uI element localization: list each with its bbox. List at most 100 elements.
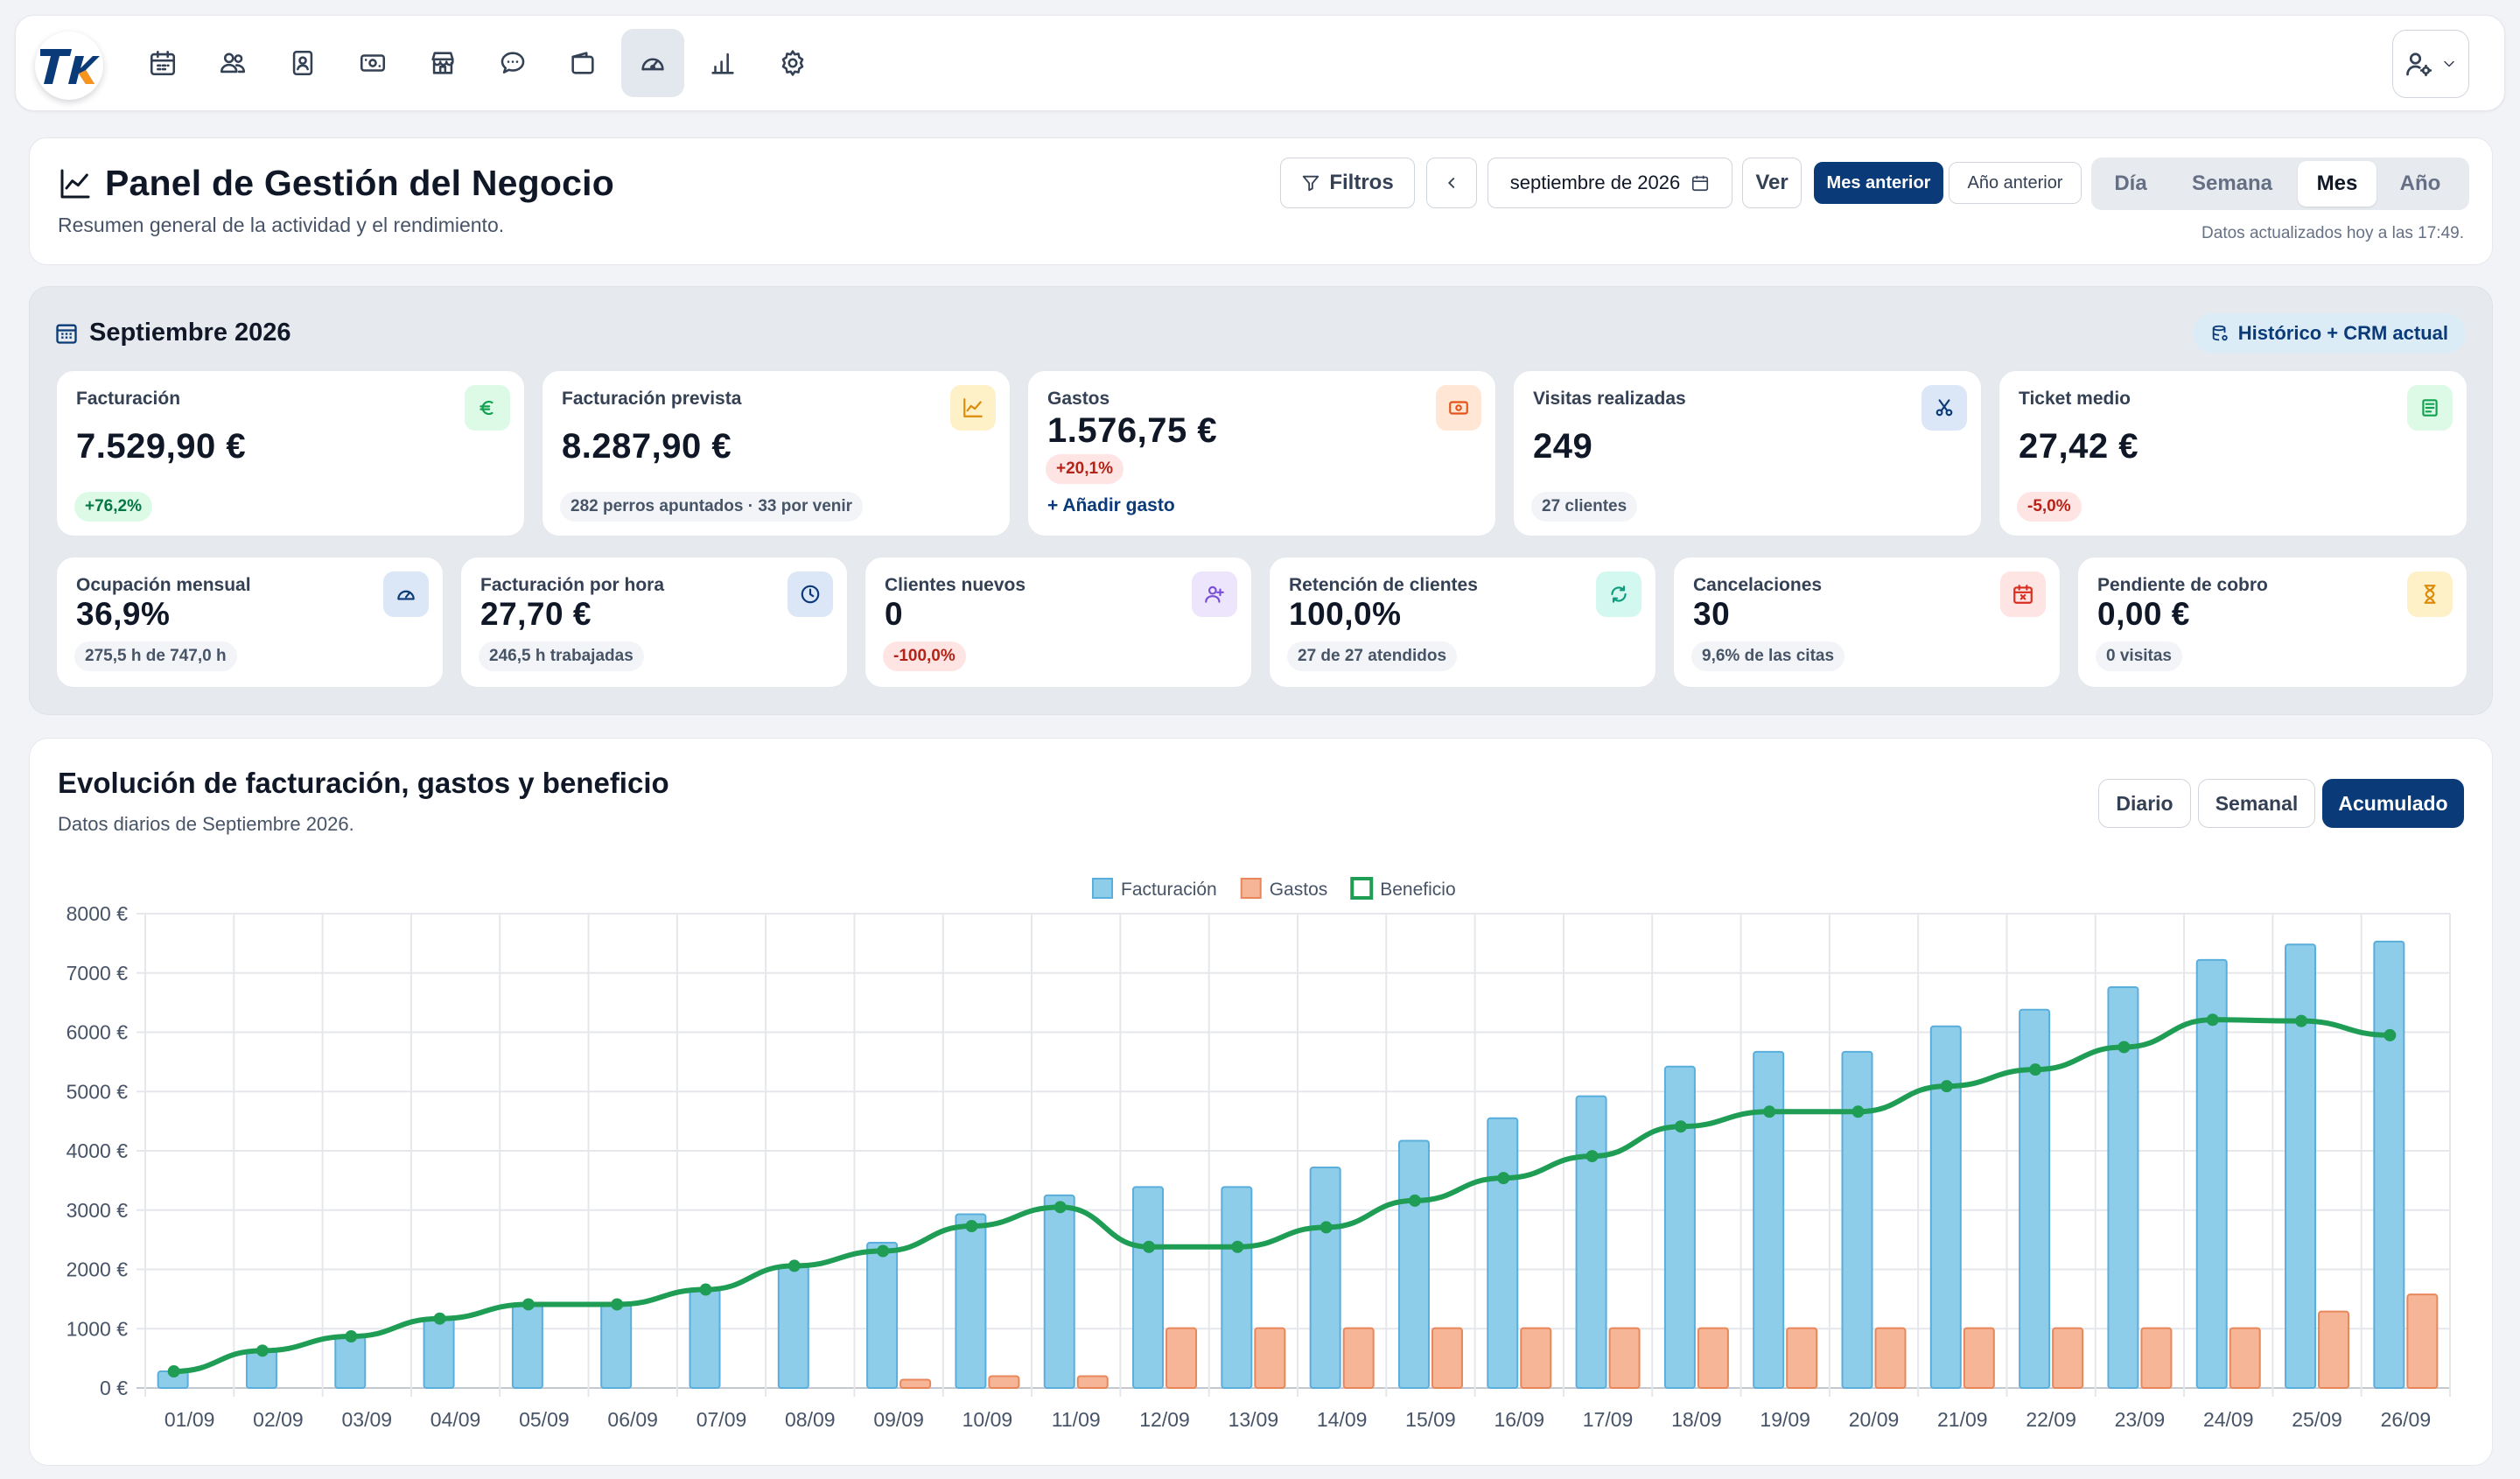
kpi-value: 1.576,75 € bbox=[1047, 411, 1218, 450]
kpi-chip: 27 de 27 atendidos bbox=[1287, 641, 1458, 671]
gastos-bar bbox=[2318, 1310, 2350, 1389]
gastos-bar bbox=[1697, 1327, 1729, 1390]
facturacion-bar bbox=[423, 1317, 455, 1389]
nav-bar-chart-icon[interactable] bbox=[691, 29, 754, 97]
beneficio-point bbox=[1852, 1105, 1865, 1118]
gastos-bar bbox=[988, 1375, 1020, 1390]
trend-up-icon bbox=[950, 385, 996, 431]
gastos-bar bbox=[1520, 1327, 1552, 1390]
page-title: Panel de Gestión del Negocio bbox=[105, 163, 615, 203]
add-expense-link[interactable]: + Añadir gasto bbox=[1047, 495, 1175, 515]
legend-item: Beneficio bbox=[1350, 877, 1456, 900]
facturacion-bar bbox=[1575, 1095, 1607, 1389]
nav-contact-card-icon[interactable] bbox=[271, 29, 334, 97]
kpi-card-retencion[interactable]: Retención de clientes 100,0% 27 de 27 at… bbox=[1269, 557, 1656, 688]
facturacion-bar bbox=[1753, 1050, 1785, 1389]
x-tick-label: 01/09 bbox=[164, 1408, 215, 1431]
nav-cash-icon[interactable] bbox=[341, 29, 404, 97]
beneficio-line bbox=[173, 1017, 2390, 1375]
facturacion-bar bbox=[1132, 1186, 1165, 1390]
date-picker[interactable]: septiembre de 2026 bbox=[1488, 158, 1732, 208]
gastos-bar bbox=[900, 1378, 932, 1390]
kpi-value: 36,9% bbox=[76, 596, 171, 632]
kpi-card-visitas[interactable]: Visitas realizadas 249 27 clientes bbox=[1513, 370, 1982, 536]
gastos-bar bbox=[1342, 1327, 1375, 1390]
kpi-card-pendiente-cobro[interactable]: Pendiente de cobro 0,00 € 0 visitas bbox=[2077, 557, 2468, 688]
nav-chat-icon[interactable] bbox=[481, 29, 544, 97]
kpi-card-gastos[interactable]: Gastos 1.576,75 € +20,1% + Añadir gasto bbox=[1027, 370, 1496, 536]
prev-month-button[interactable]: Mes anterior bbox=[1814, 162, 1943, 204]
source-badge[interactable]: Histórico + CRM actual bbox=[2192, 313, 2466, 354]
y-tick-label: 2000 € bbox=[66, 1258, 129, 1281]
mode-cumulative-button[interactable]: Acumulado bbox=[2322, 779, 2464, 828]
kpi-chip: 282 perros apuntados · 33 por venir bbox=[560, 492, 864, 522]
beneficio-point bbox=[965, 1220, 978, 1233]
legend-swatch bbox=[1092, 878, 1113, 899]
kpi-card-ticket-medio[interactable]: Ticket medio 27,42 € -5,0% bbox=[1998, 370, 2468, 536]
facturacion-bar bbox=[955, 1213, 987, 1389]
tab-week[interactable]: Semana bbox=[2191, 172, 2273, 195]
beneficio-point bbox=[877, 1244, 890, 1258]
gastos-bar bbox=[2406, 1293, 2439, 1390]
tab-month[interactable]: Mes bbox=[2298, 161, 2376, 207]
mode-daily-button[interactable]: Diario bbox=[2098, 779, 2191, 828]
prev-period-button[interactable] bbox=[1426, 158, 1477, 208]
nav-calendar-icon[interactable] bbox=[131, 29, 194, 97]
kpi-card-facturacion[interactable]: Facturación 7.529,90 € +76,2% bbox=[56, 370, 525, 536]
x-tick-label: 18/09 bbox=[1671, 1408, 1722, 1431]
x-tick-label: 19/09 bbox=[1760, 1408, 1810, 1431]
x-tick-label: 23/09 bbox=[2115, 1408, 2166, 1431]
beneficio-point bbox=[433, 1312, 446, 1325]
x-tick-label: 15/09 bbox=[1405, 1408, 1456, 1431]
mode-weekly-button[interactable]: Semanal bbox=[2198, 779, 2315, 828]
kpi-chip: 275,5 h de 747,0 h bbox=[74, 641, 237, 671]
kpi-chip: 246,5 h trabajadas bbox=[479, 641, 644, 671]
beneficio-point bbox=[1763, 1105, 1776, 1118]
source-label: Histórico + CRM actual bbox=[2237, 322, 2448, 344]
kpi-card-cancelaciones[interactable]: Cancelaciones 30 9,6% de las citas bbox=[1673, 557, 2061, 688]
facturacion-bar bbox=[777, 1265, 809, 1389]
ver-button[interactable]: Ver bbox=[1742, 158, 1802, 208]
nav-users-icon[interactable] bbox=[201, 29, 264, 97]
top-nav bbox=[15, 15, 2505, 111]
user-menu-button[interactable] bbox=[2392, 30, 2469, 98]
user-settings-icon bbox=[2406, 53, 2432, 77]
x-tick-label: 11/09 bbox=[1052, 1408, 1101, 1431]
filters-button[interactable]: Filtros bbox=[1280, 158, 1415, 208]
gauge-icon bbox=[383, 571, 429, 617]
chart-panel: 0 € 1000 € 2000 € 3000 € 4000 € 5000 € 6000 € 7… bbox=[29, 738, 2493, 1466]
nav-store-icon[interactable] bbox=[411, 29, 474, 97]
beneficio-point bbox=[1586, 1150, 1599, 1163]
kpi-value: 27,70 € bbox=[480, 596, 592, 632]
kpi-card-clientes-nuevos[interactable]: Clientes nuevos 0 -100,0% bbox=[864, 557, 1252, 688]
tab-year[interactable]: Año bbox=[2399, 172, 2441, 195]
beneficio-point bbox=[2295, 1014, 2308, 1027]
nav-dashboard-gauge-icon[interactable] bbox=[621, 29, 684, 97]
prev-year-button[interactable]: Año anterior bbox=[1949, 162, 2082, 204]
x-tick-label: 02/09 bbox=[253, 1408, 304, 1431]
chart-title: Evolución de facturación, gastos y benef… bbox=[58, 767, 669, 799]
kpi-value: 7.529,90 € bbox=[76, 427, 247, 466]
tab-day[interactable]: Día bbox=[2114, 172, 2147, 195]
page-subtitle: Resumen general de la actividad y el ren… bbox=[58, 214, 505, 236]
filters-label: Filtros bbox=[1329, 171, 1394, 194]
brand-logo[interactable] bbox=[35, 32, 103, 100]
kpi-value: 27,42 € bbox=[2019, 427, 2138, 466]
kpi-label: Visitas realizadas bbox=[1533, 389, 1686, 409]
nav-settings-icon[interactable] bbox=[761, 29, 824, 97]
beneficio-point bbox=[611, 1298, 624, 1311]
kpi-chip: -5,0% bbox=[2017, 492, 2082, 522]
revenue-chart: 0 € 1000 € 2000 € 3000 € 4000 € 5000 € 6000 € 7… bbox=[66, 877, 2451, 1431]
kpi-value: 30 bbox=[1693, 596, 1731, 632]
kpi-card-ocupacion[interactable]: Ocupación mensual 36,9% 275,5 h de 747,0… bbox=[56, 557, 444, 688]
kpi-card-facturacion-prevista[interactable]: Facturación prevista 8.287,90 € 282 perr… bbox=[542, 370, 1011, 536]
chart-subtitle: Datos diarios de Septiembre 2026. bbox=[58, 813, 354, 835]
kpi-label: Retención de clientes bbox=[1289, 575, 1478, 595]
receipt-icon bbox=[2407, 385, 2453, 431]
facturacion-bar bbox=[1221, 1186, 1253, 1390]
kpi-card-facturacion-hora[interactable]: Facturación por hora 27,70 € 246,5 h tra… bbox=[460, 557, 848, 688]
nav-wallet-icon[interactable] bbox=[551, 29, 614, 97]
kpi-chip: 0 visitas bbox=[2096, 641, 2182, 671]
x-tick-label: 13/09 bbox=[1228, 1408, 1279, 1431]
x-tick-label: 06/09 bbox=[607, 1408, 658, 1431]
